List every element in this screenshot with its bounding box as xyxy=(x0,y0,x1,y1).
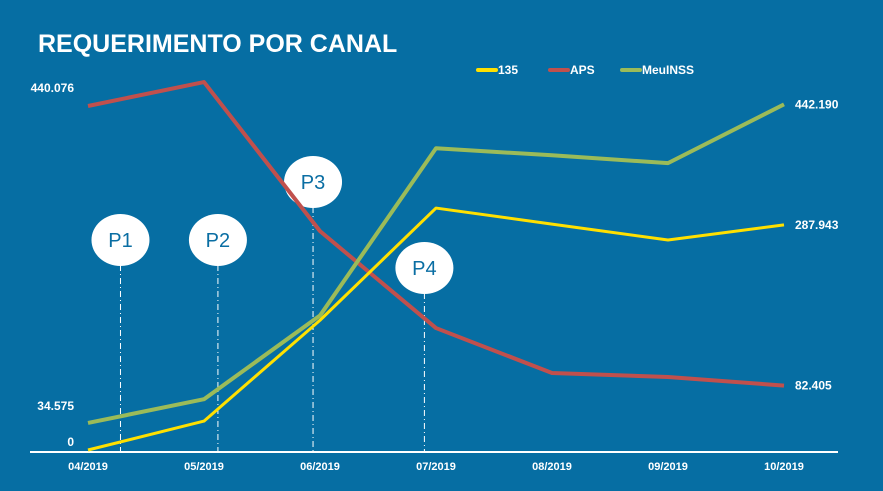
data-label: 34.575 xyxy=(37,399,74,413)
legend-label: APS xyxy=(570,63,595,77)
data-label: 442.190 xyxy=(795,97,839,111)
x-tick-label: 05/2019 xyxy=(184,461,224,473)
annotation-label: P2 xyxy=(206,230,230,252)
data-label: 287.943 xyxy=(795,218,839,232)
annotation-label: P3 xyxy=(301,172,325,194)
x-tick-label: 07/2019 xyxy=(416,461,456,473)
data-label: 0 xyxy=(67,435,74,449)
series-line-MeuINSS xyxy=(87,102,785,425)
data-label: 82.405 xyxy=(795,379,832,393)
annotation-bubble xyxy=(395,242,454,294)
chart-title: REQUERIMENTO POR CANAL xyxy=(38,30,397,58)
x-tick-label: 08/2019 xyxy=(532,461,572,473)
annotation-label: P1 xyxy=(108,230,132,252)
x-tick-label: 10/2019 xyxy=(764,461,804,473)
annotation-label: P4 xyxy=(412,258,436,280)
series-line-APS xyxy=(87,80,785,388)
annotation-bubble xyxy=(188,214,247,266)
series-line-135 xyxy=(87,206,785,452)
legend: 135 APS MeuINSS xyxy=(476,63,694,77)
x-tick-label: 04/2019 xyxy=(68,461,108,473)
annotation-bubble xyxy=(91,214,150,266)
annotation-bubble xyxy=(284,156,343,208)
data-label: 440.076 xyxy=(31,81,75,95)
x-tick-label: 09/2019 xyxy=(648,461,688,473)
legend-label: MeuINSS xyxy=(642,63,694,77)
legend-label: 135 xyxy=(498,63,518,77)
x-tick-label: 06/2019 xyxy=(300,461,340,473)
